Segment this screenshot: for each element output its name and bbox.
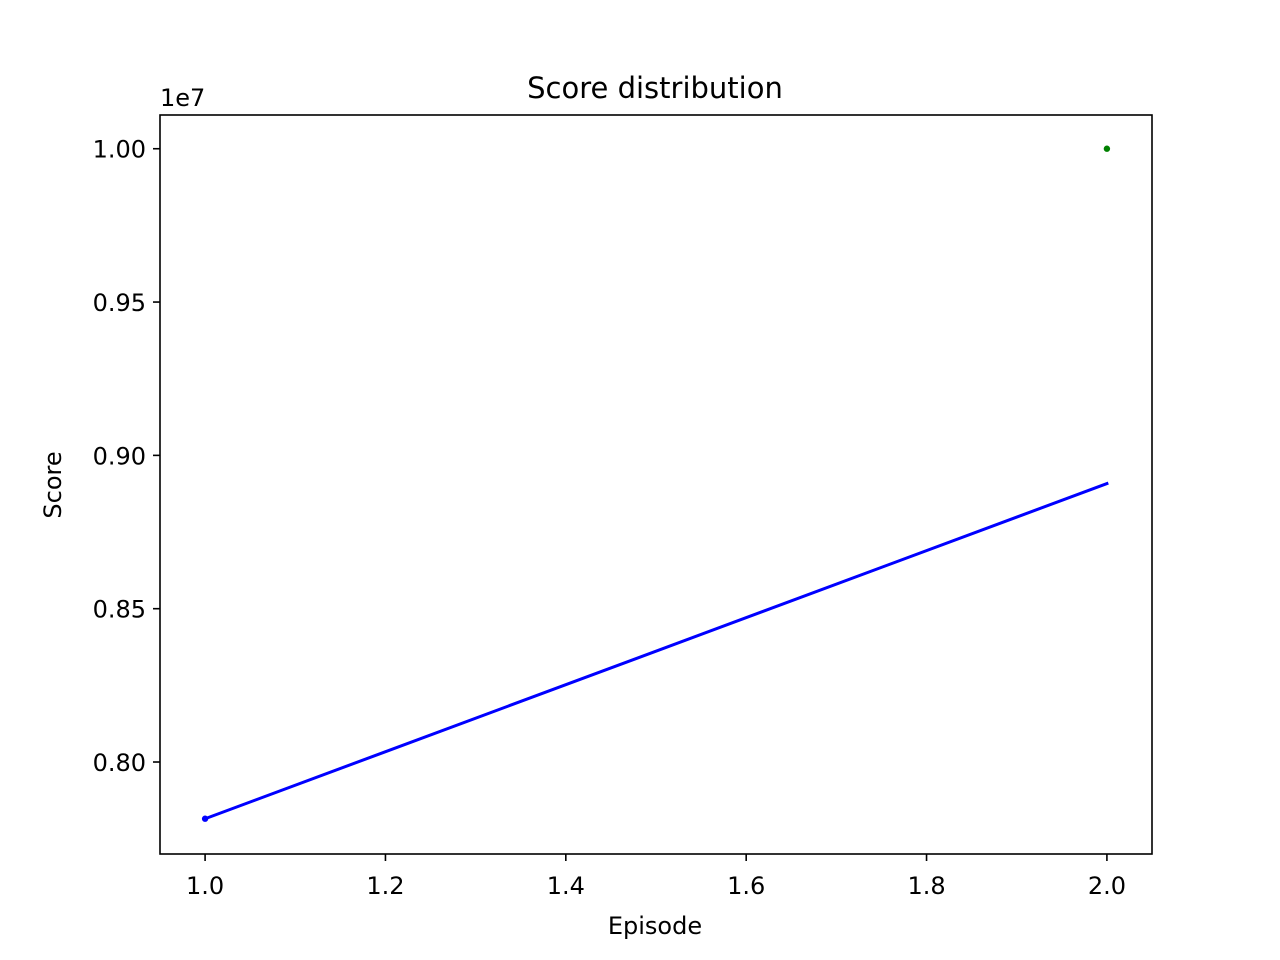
series-layer [201,145,1111,822]
plot-frame [159,114,1153,855]
y-tick-label: 0.95 [93,289,146,317]
x-axis-ticks: 1.0 1.2 1.4 1.6 1.8 2.0 [186,854,1126,900]
chart-title: Score distribution [527,71,783,105]
x-tick-label: 2.0 [1088,872,1126,900]
y-tick-label: 0.90 [93,442,146,470]
x-axis-title: Episode [608,912,702,940]
y-axis-ticks: 0.80 0.85 0.90 0.95 1.00 [93,136,160,777]
data-point [201,815,209,822]
x-tick-label: 1.4 [547,872,585,900]
data-point [1103,145,1111,152]
x-tick-label: 1.6 [727,872,765,900]
y-tick-label: 0.85 [93,596,146,624]
plot-area [159,114,1153,855]
y-tick-label: 1.00 [93,136,146,164]
x-tick-label: 1.2 [366,872,404,900]
series-line [203,481,1109,821]
y-axis-title: Score [39,451,67,518]
x-tick-label: 1.0 [186,872,224,900]
y-axis-offset-label: 1e7 [160,84,205,112]
x-tick-label: 1.8 [907,872,945,900]
y-tick-label: 0.80 [93,749,146,777]
